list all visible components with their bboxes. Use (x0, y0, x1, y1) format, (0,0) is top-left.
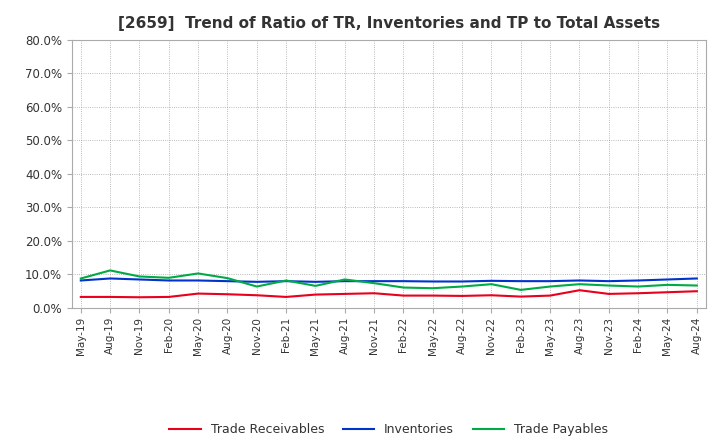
Trade Payables (370, 281, 379, 286)
Trade Payables (399, 285, 408, 290)
Trade Receivables (605, 291, 613, 297)
Trade Receivables (76, 294, 85, 300)
Inventories (135, 277, 144, 282)
Trade Receivables (693, 289, 701, 294)
Trade Receivables (253, 293, 261, 298)
Legend: Trade Receivables, Inventories, Trade Payables: Trade Receivables, Inventories, Trade Pa… (164, 418, 613, 440)
Trade Receivables (487, 293, 496, 298)
Inventories (76, 278, 85, 283)
Trade Payables (693, 283, 701, 288)
Inventories (370, 279, 379, 284)
Trade Payables (106, 268, 114, 273)
Trade Payables (135, 274, 144, 279)
Inventories (663, 277, 672, 282)
Inventories (106, 276, 114, 281)
Trade Receivables (194, 291, 202, 296)
Trade Payables (575, 282, 584, 287)
Inventories (164, 278, 173, 283)
Inventories (253, 279, 261, 285)
Trade Payables (428, 286, 437, 291)
Trade Payables (76, 276, 85, 281)
Trade Payables (516, 287, 525, 293)
Trade Receivables (311, 292, 320, 297)
Trade Receivables (546, 293, 554, 298)
Trade Payables (253, 284, 261, 289)
Trade Receivables (341, 291, 349, 297)
Trade Receivables (106, 294, 114, 300)
Inventories (634, 278, 642, 283)
Inventories (223, 279, 232, 284)
Inventories (311, 279, 320, 285)
Trade Payables (164, 275, 173, 280)
Inventories (399, 279, 408, 284)
Trade Payables (311, 283, 320, 289)
Line: Inventories: Inventories (81, 279, 697, 282)
Trade Payables (341, 277, 349, 282)
Trade Receivables (428, 293, 437, 298)
Inventories (282, 279, 290, 284)
Trade Payables (282, 278, 290, 283)
Trade Payables (223, 275, 232, 281)
Trade Receivables (399, 293, 408, 298)
Trade Receivables (135, 295, 144, 300)
Inventories (194, 278, 202, 283)
Trade Payables (546, 284, 554, 289)
Trade Receivables (164, 294, 173, 300)
Trade Receivables (370, 290, 379, 296)
Inventories (546, 279, 554, 284)
Inventories (428, 279, 437, 284)
Trade Payables (194, 271, 202, 276)
Line: Trade Receivables: Trade Receivables (81, 290, 697, 297)
Inventories (341, 279, 349, 284)
Trade Receivables (663, 290, 672, 295)
Trade Payables (663, 282, 672, 287)
Trade Receivables (282, 294, 290, 300)
Trade Receivables (223, 292, 232, 297)
Title: [2659]  Trend of Ratio of TR, Inventories and TP to Total Assets: [2659] Trend of Ratio of TR, Inventories… (118, 16, 660, 32)
Trade Receivables (634, 290, 642, 296)
Inventories (458, 279, 467, 284)
Line: Trade Payables: Trade Payables (81, 271, 697, 290)
Trade Receivables (575, 288, 584, 293)
Trade Payables (458, 284, 467, 289)
Trade Payables (487, 282, 496, 287)
Trade Payables (634, 284, 642, 289)
Inventories (516, 279, 525, 284)
Inventories (693, 276, 701, 281)
Trade Payables (605, 283, 613, 288)
Inventories (605, 279, 613, 284)
Trade Receivables (458, 293, 467, 299)
Inventories (487, 278, 496, 283)
Inventories (575, 278, 584, 283)
Trade Receivables (516, 294, 525, 299)
